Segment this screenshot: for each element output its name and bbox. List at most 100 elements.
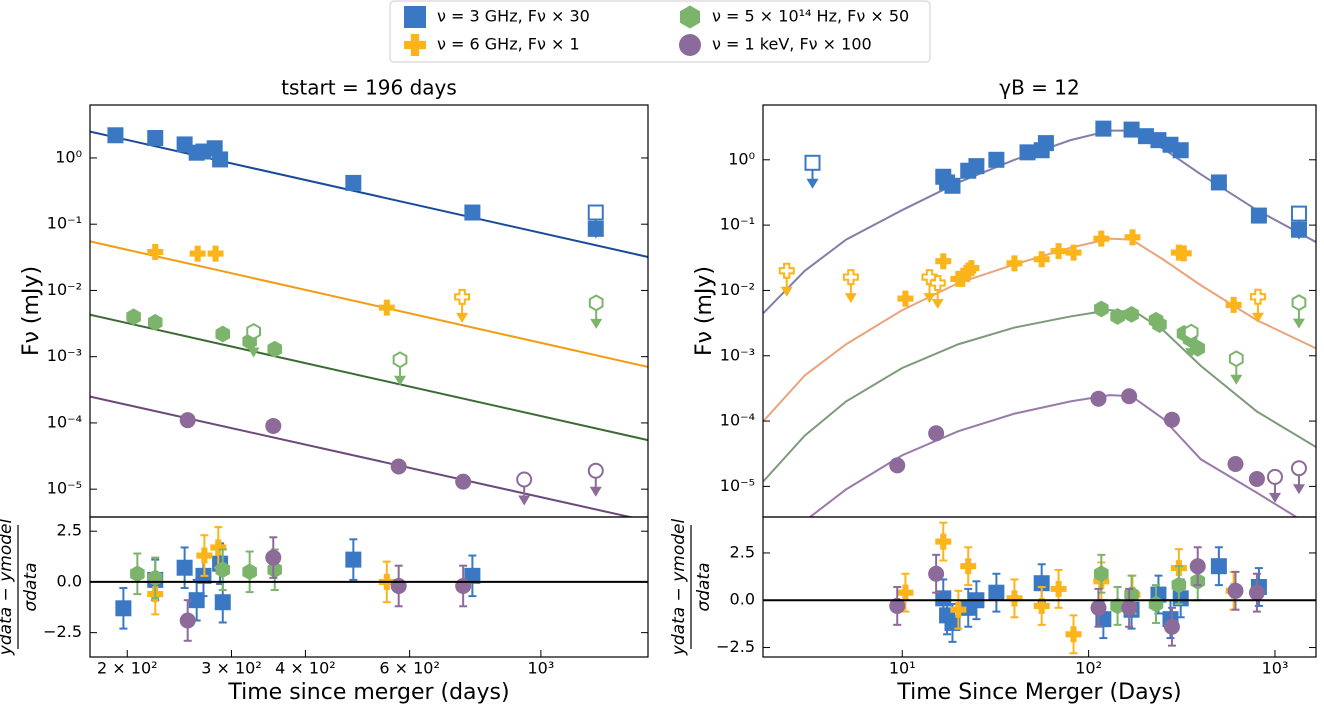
y-tick-label: 10⁻⁴ [720,411,755,430]
limit-arrowhead [394,375,407,386]
limit-arrowhead [1251,312,1264,323]
marker-plus [778,262,795,279]
plot-area [115,526,481,642]
marker-hexagon [242,563,257,581]
marker-square [147,130,164,147]
marker-circle [928,425,945,442]
marker-plus [404,34,426,56]
marker-square [1172,590,1189,607]
marker-hexagon [215,561,231,579]
y-tick-label: 10⁻² [47,280,82,299]
limit-arrowhead [780,286,793,297]
marker-square [464,204,481,221]
marker-hexagon [130,565,145,583]
marker-square [115,600,132,617]
axes-frame [89,516,649,658]
marker-square [1250,207,1267,224]
marker-circle [1163,618,1180,635]
model-line [90,240,648,368]
legend-label: ν = 1 keV, Fν × 100 [712,35,872,54]
marker-plus [935,253,952,270]
marker-plus [1175,245,1192,262]
marker-plus [960,558,977,575]
y-tick-label: 10⁻¹ [720,215,755,234]
marker-circle [1163,411,1180,428]
marker-circle [1189,558,1206,575]
marker-circle [1121,388,1138,405]
marker-square [1290,205,1307,222]
legend-label: ν = 6 GHz, Fν × 1 [437,35,580,54]
marker-circle [455,473,472,490]
marker-hexagon [1183,323,1199,341]
marker-square [1172,142,1189,159]
marker-hexagon [126,308,141,326]
marker-hexagon [147,313,163,331]
y-tick-label: 0.0 [730,590,755,609]
limit-arrowhead [589,228,602,239]
marker-plus [897,584,914,601]
limit-arrowhead [590,318,603,329]
limit-arrowhead [1268,492,1281,503]
marker-hexagon [1228,350,1244,368]
marker-square [1123,121,1140,138]
marker-plus [210,539,227,556]
marker-plus [1050,243,1067,260]
y-axis-label: ydata − ymodel σdata [0,519,41,657]
marker-circle [516,471,533,488]
marker-circle [889,597,906,614]
marker-circle [587,462,604,479]
marker-square [345,551,362,568]
marker-hexagon [1124,305,1139,323]
marker-square [1150,132,1167,149]
marker-plus [196,547,213,564]
marker-square [944,614,961,631]
marker-circle [390,458,407,475]
x-tick-label: 10² [1075,659,1102,678]
limit-arrowhead [1292,484,1305,495]
y-tick-label: 10⁻³ [720,345,755,364]
marker-circle [889,457,906,474]
marker-square [176,136,193,153]
marker-hexagon [215,325,231,343]
marker-square [107,127,124,144]
marker-square [464,567,481,584]
axes-title: tstart = 196 days [281,76,457,100]
limit-arrowhead [518,495,531,506]
marker-circle [265,417,282,434]
model-line [90,313,648,442]
marker-square [212,151,229,168]
x-tick-label: 6 × 10² [379,659,440,678]
marker-circle [1090,390,1107,407]
marker-hexagon [267,340,283,358]
marker-circle [179,612,196,629]
axes-frame [762,516,1317,658]
y-label-numerator: ydata − ymodel [0,519,16,657]
marker-hexagon [392,351,408,369]
marker-plus [207,245,224,262]
y-axis-label: Fν (mJy) [692,266,717,356]
marker-hexagon [1094,565,1109,583]
axes-frame [89,104,649,518]
marker-plus [454,288,471,305]
marker-circle [1248,470,1265,487]
marker-circle [1290,460,1307,477]
marker-plus [1065,626,1082,643]
marker-square [1095,120,1112,137]
y-tick-label: 10⁻⁵ [720,476,755,495]
marker-square [176,559,193,576]
marker-square [345,174,362,191]
marker-square [1137,128,1154,145]
axes-title: γB = 12 [999,76,1079,100]
x-tick-label: 10¹ [889,659,916,678]
marker-square [214,594,231,611]
x-tick-label: 10³ [528,659,555,678]
marker-plus [1124,229,1141,246]
y-label-numerator: ydata − ymodel [669,519,689,657]
marker-hexagon [1124,586,1139,603]
marker-hexagon [1291,294,1307,312]
marker-circle [179,412,196,429]
y-tick-label: 0.0 [57,571,82,590]
marker-circle [1227,456,1244,473]
marker-plus [842,269,859,286]
